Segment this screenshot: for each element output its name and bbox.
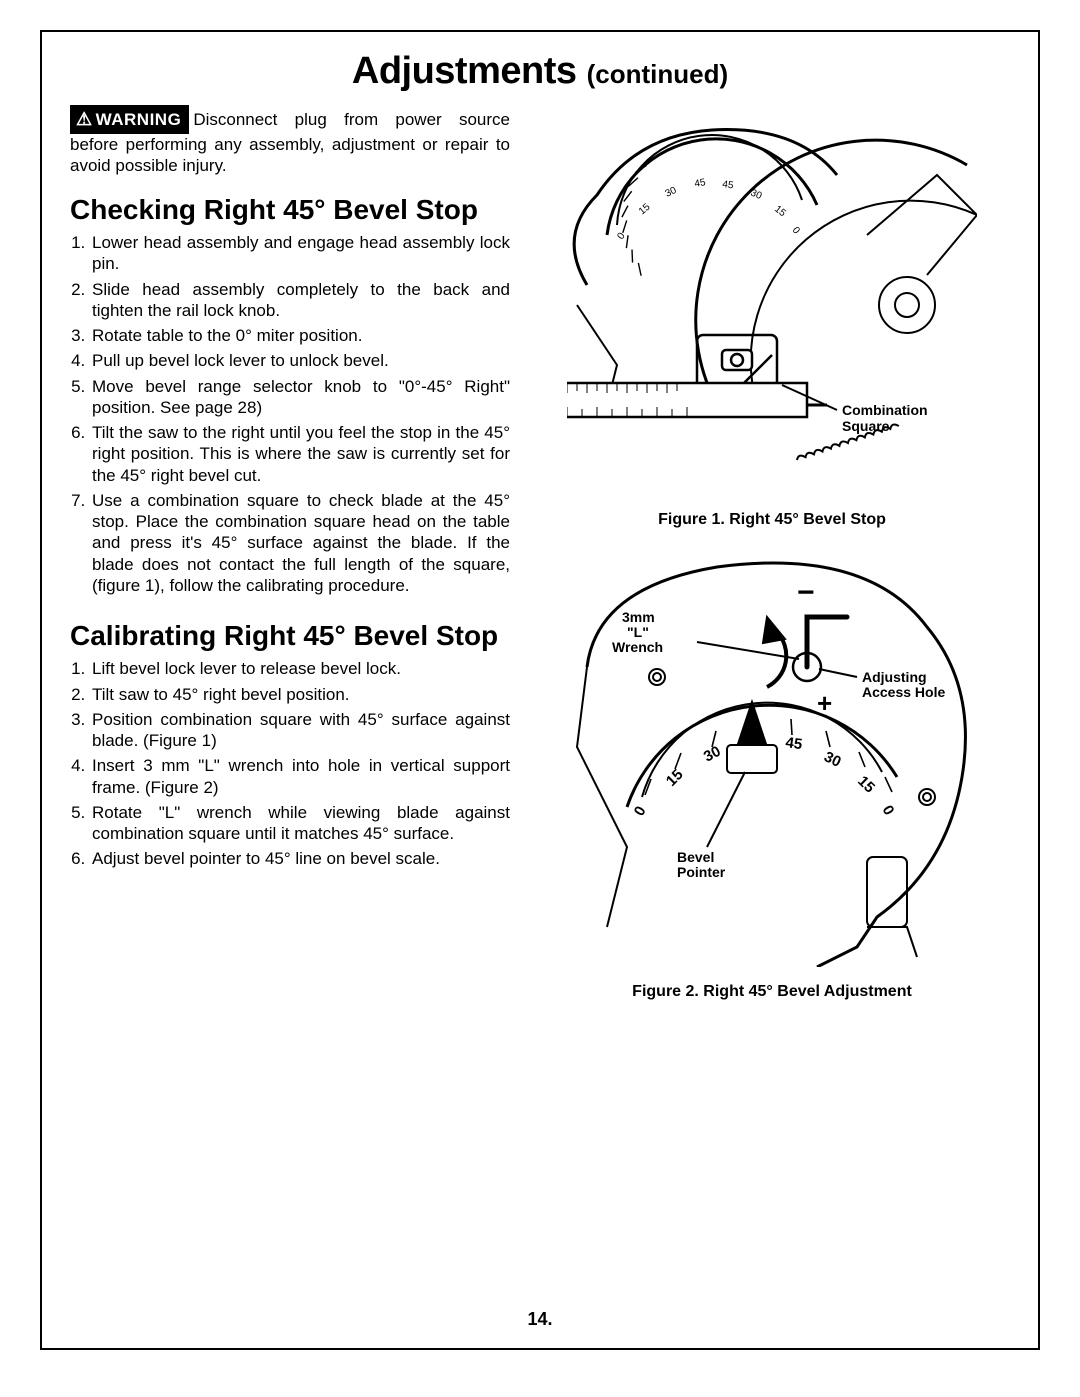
left-column: WARNINGDisconnect plug from power source…: [70, 105, 510, 1019]
svg-text:45: 45: [722, 179, 735, 192]
figure-1-diagram: 0 15 30 45 45 30 15 0 CombinationSquare: [567, 105, 977, 505]
plus-icon: +: [817, 688, 832, 718]
list-item: Move bevel range selector knob to "0°-45…: [90, 376, 510, 419]
list-item: Slide head assembly completely to the ba…: [90, 279, 510, 322]
calibrating-steps: Lift bevel lock lever to release bevel l…: [70, 658, 510, 869]
list-item: Position combination square with 45° sur…: [90, 709, 510, 752]
list-item: Use a combination square to check blade …: [90, 490, 510, 596]
list-item: Tilt the saw to the right until you feel…: [90, 422, 510, 486]
svg-text:0: 0: [615, 230, 627, 241]
svg-text:0: 0: [879, 803, 898, 819]
list-item: Lift bevel lock lever to release bevel l…: [90, 658, 510, 679]
svg-text:30: 30: [701, 743, 724, 766]
figure-1: 0 15 30 45 45 30 15 0 CombinationSquare …: [534, 105, 1010, 529]
svg-text:30: 30: [749, 188, 764, 203]
svg-text:0: 0: [631, 803, 650, 819]
title-main: Adjustments: [352, 50, 577, 92]
list-item: Lower head assembly and engage head asse…: [90, 232, 510, 275]
list-item: Rotate "L" wrench while viewing blade ag…: [90, 802, 510, 845]
svg-text:15: 15: [637, 201, 653, 217]
minus-icon: −: [797, 576, 815, 609]
list-item: Rotate table to the 0° miter position.: [90, 325, 510, 346]
label-bevel-pointer: BevelPointer: [677, 849, 726, 880]
svg-text:45: 45: [694, 177, 707, 190]
label-combo-square: CombinationSquare: [842, 402, 928, 434]
heading-checking: Checking Right 45° Bevel Stop: [70, 194, 510, 226]
svg-text:15: 15: [854, 773, 878, 797]
svg-text:15: 15: [663, 766, 687, 790]
list-item: Insert 3 mm "L" wrench into hole in vert…: [90, 755, 510, 798]
right-column: 0 15 30 45 45 30 15 0 CombinationSquare …: [534, 105, 1010, 1019]
checking-steps: Lower head assembly and engage head asse…: [70, 232, 510, 596]
figure-2-caption: Figure 2. Right 45° Bevel Adjustment: [534, 983, 1010, 1001]
label-access-hole: AdjustingAccess Hole: [862, 669, 945, 700]
page-title: Adjustments (continued): [70, 50, 1010, 93]
figure-2-diagram: + − 0 15 30 45 45 30 15 0: [567, 547, 977, 977]
svg-text:30: 30: [664, 185, 679, 200]
svg-text:45: 45: [743, 731, 762, 751]
warning-icon: WARNING: [70, 105, 189, 134]
svg-text:0: 0: [790, 225, 802, 237]
two-column-layout: WARNINGDisconnect plug from power source…: [70, 105, 1010, 1019]
list-item: Pull up bevel lock lever to unlock bevel…: [90, 350, 510, 371]
figure-2: + − 0 15 30 45 45 30 15 0: [534, 547, 1010, 1001]
figure-1-caption: Figure 1. Right 45° Bevel Stop: [534, 511, 1010, 529]
svg-text:30: 30: [821, 748, 843, 771]
title-continued: (continued): [587, 59, 729, 89]
svg-text:45: 45: [784, 734, 803, 753]
heading-calibrating: Calibrating Right 45° Bevel Stop: [70, 620, 510, 652]
list-item: Adjust bevel pointer to 45° line on beve…: [90, 848, 510, 869]
warning-paragraph: WARNINGDisconnect plug from power source…: [70, 105, 510, 176]
label-wrench: 3mm"L"Wrench: [612, 609, 663, 655]
svg-text:15: 15: [772, 204, 788, 220]
manual-page: Adjustments (continued) WARNINGDisconnec…: [0, 0, 1080, 1397]
content-frame: Adjustments (continued) WARNINGDisconnec…: [40, 30, 1040, 1350]
list-item: Tilt saw to 45° right bevel position.: [90, 684, 510, 705]
page-number: 14.: [42, 1309, 1038, 1330]
